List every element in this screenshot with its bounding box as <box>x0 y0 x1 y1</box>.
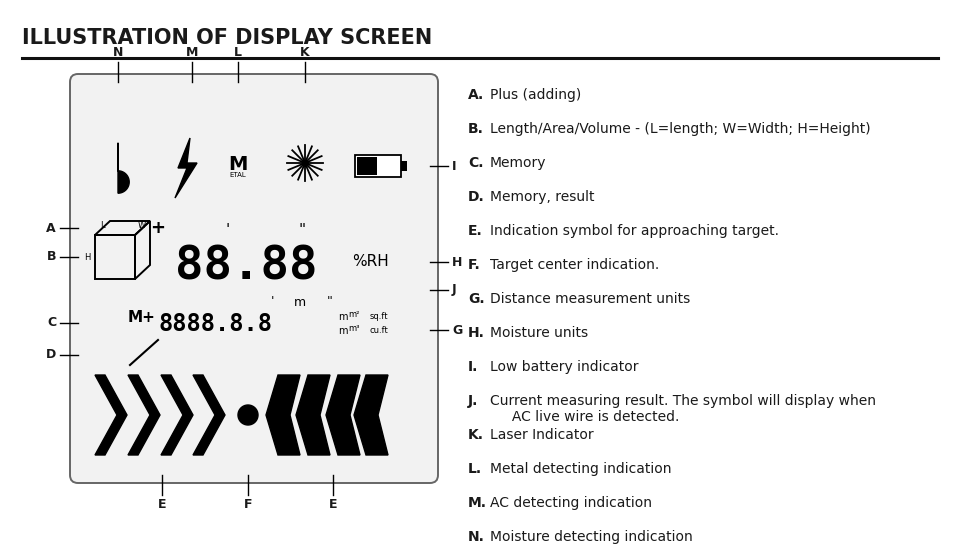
Text: E: E <box>157 498 166 511</box>
Text: H: H <box>84 253 90 262</box>
Polygon shape <box>161 375 193 455</box>
Bar <box>357 157 377 175</box>
Text: W: W <box>138 222 146 231</box>
Text: ": " <box>299 223 305 238</box>
Text: ILLUSTRATION OF DISPLAY SCREEN: ILLUSTRATION OF DISPLAY SCREEN <box>22 28 432 48</box>
Text: m³: m³ <box>348 324 359 333</box>
Text: M: M <box>186 46 198 59</box>
Text: A: A <box>46 222 56 235</box>
Text: Current measuring result. The symbol will display when
     AC live wire is dete: Current measuring result. The symbol wil… <box>490 394 876 424</box>
Text: m²: m² <box>348 310 359 319</box>
Text: E.: E. <box>468 224 483 238</box>
Polygon shape <box>95 375 127 455</box>
Text: K: K <box>300 46 310 59</box>
Text: D.: D. <box>468 190 485 204</box>
Text: L: L <box>234 46 242 59</box>
Text: D: D <box>46 348 56 362</box>
Text: m: m <box>338 326 348 336</box>
Text: ETAL: ETAL <box>229 172 247 178</box>
Text: Moisture detecting indication: Moisture detecting indication <box>490 530 693 544</box>
Polygon shape <box>296 375 330 455</box>
Text: Indication symbol for approaching target.: Indication symbol for approaching target… <box>490 224 779 238</box>
Text: 8888.8.8: 8888.8.8 <box>158 312 272 336</box>
Polygon shape <box>193 375 225 455</box>
Text: I.: I. <box>468 360 478 374</box>
Text: F.: F. <box>468 258 481 272</box>
Text: Length∕Area∕Volume - (L=length; W=Width; H=Height): Length∕Area∕Volume - (L=length; W=Width;… <box>490 122 871 136</box>
Text: I: I <box>452 160 457 172</box>
Text: Low battery indicator: Low battery indicator <box>490 360 638 374</box>
FancyBboxPatch shape <box>70 74 438 483</box>
Text: %RH: %RH <box>352 254 389 269</box>
Polygon shape <box>326 375 360 455</box>
Text: Plus (adding): Plus (adding) <box>490 88 581 102</box>
Text: N: N <box>113 46 123 59</box>
Text: M.: M. <box>468 496 487 510</box>
Text: m: m <box>294 296 306 309</box>
Polygon shape <box>266 375 300 455</box>
Text: K.: K. <box>468 428 484 442</box>
Bar <box>355 155 401 177</box>
Text: C.: C. <box>468 156 484 170</box>
Text: Laser Indicator: Laser Indicator <box>490 428 593 442</box>
Text: H.: H. <box>468 326 485 340</box>
Text: L: L <box>100 221 105 230</box>
Text: H: H <box>452 255 463 268</box>
Text: Memory, result: Memory, result <box>490 190 594 204</box>
Text: Metal detecting indication: Metal detecting indication <box>490 462 671 476</box>
Text: L.: L. <box>468 462 482 476</box>
Text: Moisture units: Moisture units <box>490 326 588 340</box>
Text: ': ' <box>271 295 274 308</box>
Polygon shape <box>118 143 130 193</box>
Text: J: J <box>452 283 457 296</box>
Text: 88.88: 88.88 <box>175 245 318 290</box>
Text: G.: G. <box>468 292 485 306</box>
Text: C: C <box>47 316 56 329</box>
Text: A.: A. <box>468 88 484 102</box>
Text: M: M <box>228 155 248 174</box>
Text: ": " <box>327 295 333 308</box>
Text: M+: M+ <box>128 310 156 325</box>
Text: B: B <box>46 250 56 264</box>
Text: +: + <box>151 219 165 237</box>
Text: J.: J. <box>468 394 478 408</box>
Text: Memory: Memory <box>490 156 546 170</box>
Bar <box>401 161 407 171</box>
Text: sq.ft: sq.ft <box>370 312 389 321</box>
Polygon shape <box>128 375 160 455</box>
Text: F: F <box>244 498 252 511</box>
Text: m: m <box>338 312 348 322</box>
Text: G: G <box>452 324 463 337</box>
Polygon shape <box>175 138 197 198</box>
Text: N.: N. <box>468 530 485 544</box>
Text: B.: B. <box>468 122 484 136</box>
Circle shape <box>238 405 258 425</box>
Text: cu.ft: cu.ft <box>370 326 389 335</box>
Polygon shape <box>354 375 388 455</box>
Text: Target center indication.: Target center indication. <box>490 258 660 272</box>
Text: Distance measurement units: Distance measurement units <box>490 292 690 306</box>
Text: AC detecting indication: AC detecting indication <box>490 496 652 510</box>
Text: E: E <box>328 498 337 511</box>
Text: ': ' <box>226 223 230 238</box>
